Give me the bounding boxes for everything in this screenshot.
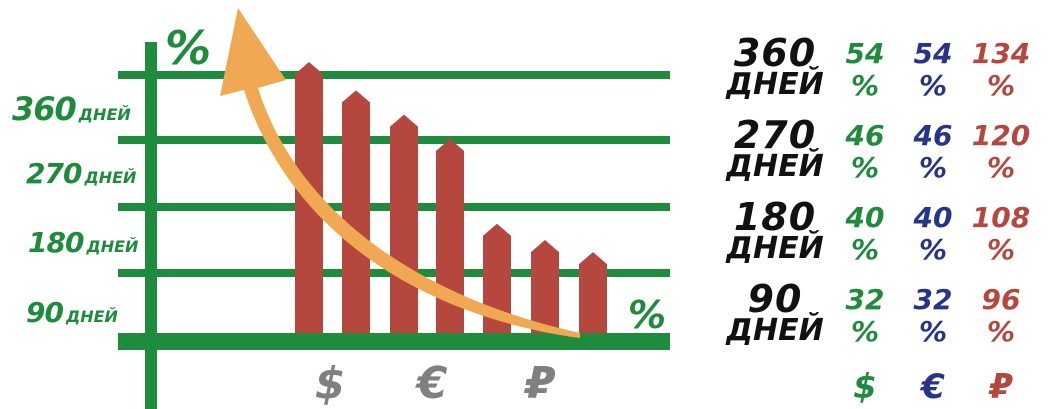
x-currency-label: $ (315, 358, 346, 409)
rub-symbol: ₽ (989, 367, 1013, 407)
y-tick-label: 180 ДНЕЙ (28, 226, 139, 259)
bar (390, 114, 418, 333)
x-axis-symbol: % (628, 293, 666, 337)
term-label: 90 ДНЕЙ (720, 280, 830, 346)
x-currency-label: € (415, 358, 448, 409)
trend-arrow (220, 8, 580, 338)
term-label: 360 ДНЕЙ (720, 34, 830, 100)
grid-line (118, 71, 670, 79)
axes (118, 42, 670, 409)
usd-rate: 32% (845, 283, 885, 348)
term-unit: ДНЕЙ (726, 67, 824, 102)
rates-row-90: 90 ДНЕЙ 32% 32% 96% (720, 280, 1050, 360)
eur-rate: 54% (913, 37, 953, 102)
eur-rate: 32% (913, 283, 953, 348)
term-days: 360 (733, 31, 817, 75)
y-tick-label: 360 ДНЕЙ (12, 90, 131, 128)
rub-rate: 120% (971, 119, 1031, 184)
y-axis (145, 42, 157, 409)
bar (342, 90, 370, 333)
bar (483, 223, 511, 333)
x-axis-currency-labels: $ € ₽ (315, 358, 557, 409)
y-tick-label: 90 ДНЕЙ (26, 296, 119, 329)
eur-rate: 40% (913, 201, 953, 266)
usd-rate: 46% (845, 119, 885, 184)
bar (531, 239, 559, 333)
term-unit: ДНЕЙ (726, 313, 824, 348)
term-unit: ДНЕЙ (726, 231, 824, 266)
y-tick-label: 270 ДНЕЙ (26, 157, 137, 190)
term-days: 180 (733, 195, 817, 239)
rub-rate: 96% (981, 283, 1021, 348)
x-axis (118, 333, 670, 350)
rub-rate: 134% (971, 37, 1031, 102)
term-unit: ДНЕЙ (726, 149, 824, 184)
usd-symbol: $ (853, 367, 877, 407)
term-days: 90 (747, 277, 803, 321)
eur-rate: 46% (913, 119, 953, 184)
rates-row-180: 180 ДНЕЙ 40% 40% 108% (720, 198, 1050, 278)
term-label: 270 ДНЕЙ (720, 116, 830, 182)
rub-rate: 108% (971, 201, 1031, 266)
eur-symbol: € (921, 367, 945, 407)
rates-row-270: 270 ДНЕЙ 46% 46% 120% (720, 116, 1050, 196)
bar (436, 138, 464, 333)
bar (579, 252, 607, 333)
term-days: 270 (733, 113, 817, 157)
usd-rate: 40% (845, 201, 885, 266)
x-currency-label: ₽ (524, 358, 557, 409)
term-label: 180 ДНЕЙ (720, 198, 830, 264)
rates-row-360: 360 ДНЕЙ 54% 54% 134% (720, 34, 1050, 114)
rates-table: 360 ДНЕЙ 54% 54% 134% 270 ДНЕЙ 46% 46% 120… (720, 34, 1050, 409)
usd-rate: 54% (845, 37, 885, 102)
y-axis-symbol: % (165, 21, 211, 75)
